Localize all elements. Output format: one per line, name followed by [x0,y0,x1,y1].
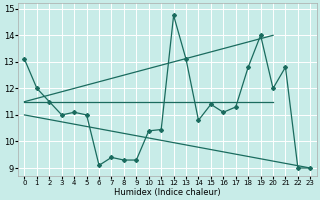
X-axis label: Humidex (Indice chaleur): Humidex (Indice chaleur) [114,188,221,197]
